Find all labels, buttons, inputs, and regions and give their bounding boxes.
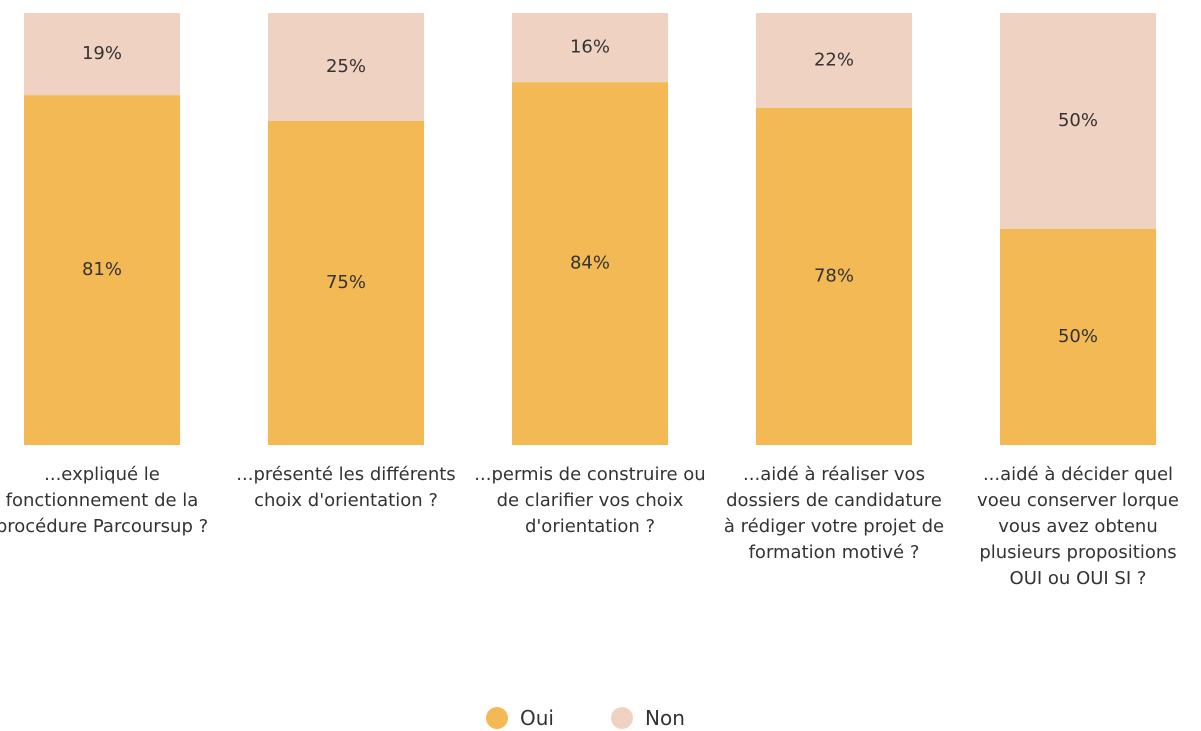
- bar-segment: [268, 121, 424, 445]
- legend-item: Oui: [486, 706, 554, 730]
- category-label: ...permis de construire ou de clarifier …: [474, 464, 706, 537]
- category-label: ...aidé à décider quel voeu conserver lo…: [977, 464, 1179, 589]
- category-label: ...présenté les différents choix d'orien…: [236, 464, 456, 511]
- legend-swatch: [611, 707, 633, 729]
- bar-segment: [1000, 13, 1156, 229]
- bar-segment: [512, 82, 668, 446]
- value-label: 75%: [326, 272, 366, 293]
- value-label: 16%: [570, 37, 610, 58]
- value-label: 81%: [82, 259, 122, 280]
- bar-segment: [1000, 229, 1156, 445]
- legend-swatch: [486, 707, 508, 729]
- bar-segment: [512, 13, 668, 83]
- legend-label: Oui: [520, 706, 554, 730]
- value-label: 50%: [1058, 110, 1098, 131]
- bar-segment: [268, 13, 424, 121]
- value-label: 25%: [326, 56, 366, 77]
- legend-label: Non: [645, 706, 685, 730]
- category-label: ...expliqué le fonctionnement de la proc…: [0, 464, 209, 537]
- value-label: 22%: [814, 50, 854, 71]
- bar-segment: [24, 95, 180, 445]
- bar-segment: [756, 13, 912, 109]
- value-label: 84%: [570, 253, 610, 274]
- value-label: 19%: [82, 43, 122, 64]
- bar-segment: [24, 13, 180, 96]
- legend-item: Non: [611, 706, 685, 730]
- value-label: 78%: [814, 266, 854, 287]
- value-label: 50%: [1058, 326, 1098, 347]
- bar-segment: [756, 108, 912, 445]
- category-label: ...aidé à réaliser vos dossiers de candi…: [723, 464, 945, 563]
